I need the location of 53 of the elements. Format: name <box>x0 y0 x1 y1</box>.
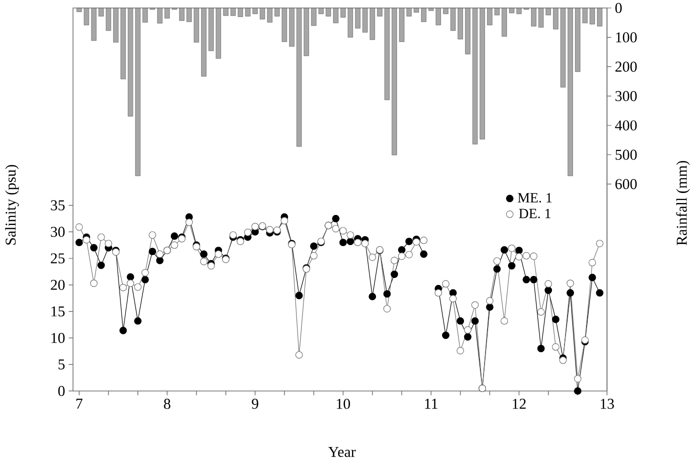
bar <box>245 8 250 16</box>
bar <box>443 8 448 14</box>
x-tick-label: 10 <box>336 398 350 409</box>
bar <box>377 8 382 16</box>
y-tick-label: 30 <box>50 226 65 237</box>
bar <box>531 8 536 26</box>
x-tick-label: 8 <box>164 398 170 409</box>
y2-tick-label: 400 <box>615 120 637 130</box>
bar <box>91 8 96 41</box>
x-axis-title: Year <box>328 447 356 457</box>
bar <box>201 8 206 77</box>
x-tick-label: 9 <box>252 398 258 409</box>
bar <box>465 8 470 54</box>
bar <box>575 8 580 72</box>
legend-label: DE. 1 <box>519 208 550 218</box>
bar <box>509 8 514 14</box>
y-tick-label: 0 <box>58 386 65 396</box>
y-axis-title: Salinity (psu) <box>5 165 19 245</box>
x-tick-label: 7 <box>76 398 82 409</box>
bar <box>597 8 602 26</box>
bar <box>179 8 184 21</box>
y2-tick-label: 600 <box>615 179 637 190</box>
bar <box>399 8 404 42</box>
bar <box>267 8 272 23</box>
y2-tick-label: 0 <box>615 2 622 14</box>
bar <box>113 8 118 43</box>
bar <box>311 8 316 26</box>
bar <box>135 8 140 176</box>
x-tick-label: 12 <box>512 398 526 409</box>
bar <box>289 8 294 47</box>
bar <box>223 8 228 16</box>
bar <box>355 8 360 28</box>
x-tick-label: 13 <box>600 398 614 409</box>
bar <box>590 8 595 24</box>
legend-label: ME. 1 <box>518 193 552 203</box>
y-tick-label: 35 <box>50 200 65 210</box>
y2-tick-label: 200 <box>615 62 637 72</box>
y-tick-label: 15 <box>52 306 65 316</box>
x-tick-label: 11 <box>425 398 438 409</box>
y-tick-label: 10 <box>52 332 65 343</box>
bar <box>157 8 162 24</box>
bar <box>553 8 558 30</box>
y-tick-label: 20 <box>50 280 65 290</box>
bar <box>582 8 588 24</box>
y-tick-label: 5 <box>58 359 65 370</box>
bar <box>421 8 426 22</box>
y-tick-label: 25 <box>50 253 65 264</box>
y2-axis-title: Rainfall (mm) <box>676 160 690 246</box>
bar <box>487 8 492 26</box>
y2-tick-label: 300 <box>616 90 637 102</box>
y2-tick-label: 100 <box>616 32 637 42</box>
bar <box>333 8 338 24</box>
y2-tick-label: 500 <box>616 150 637 160</box>
